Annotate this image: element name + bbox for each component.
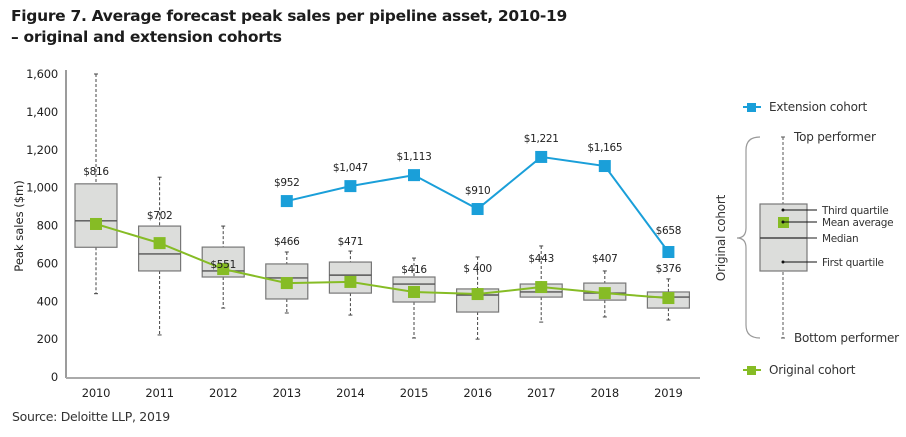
legend-extension-marker bbox=[747, 103, 756, 112]
extension-cohort-marker-2017 bbox=[535, 150, 548, 163]
extension-cohort-label: $1,047 bbox=[333, 162, 368, 174]
original-cohort-label: $443 bbox=[528, 253, 554, 265]
extension-cohort-label: $910 bbox=[465, 185, 491, 197]
extension-cohort-label: $1,165 bbox=[587, 142, 622, 154]
original-cohort-label: $816 bbox=[83, 166, 109, 178]
original-cohort-label: $376 bbox=[656, 263, 682, 275]
extension-cohort-marker-2018 bbox=[598, 160, 611, 173]
original-cohort-label: $ 400 bbox=[463, 263, 492, 275]
x-tick-label: 2016 bbox=[463, 386, 491, 400]
y-tick-label: 400 bbox=[37, 294, 58, 308]
original-cohort-marker-2019 bbox=[662, 292, 675, 305]
legend-q3-label: Third quartile bbox=[821, 205, 888, 217]
extension-cohort-marker-2013 bbox=[280, 195, 293, 208]
legend-original-label: Original cohort bbox=[769, 363, 856, 377]
y-tick-label: 0 bbox=[51, 370, 58, 384]
original-cohort-series bbox=[90, 217, 675, 305]
original-cohort-line bbox=[95, 223, 669, 300]
legend-extension-label: Extension cohort bbox=[769, 100, 868, 114]
original-cohort-marker-2016 bbox=[471, 288, 484, 301]
legend-mean-label: Mean average bbox=[822, 217, 893, 229]
original-cohort-label: $551 bbox=[210, 259, 236, 271]
legend-median-label: Median bbox=[822, 233, 858, 245]
x-tick-label: 2017 bbox=[527, 386, 555, 400]
x-tick-label: 2015 bbox=[400, 386, 428, 400]
original-cohort-marker-2010 bbox=[90, 217, 102, 230]
legend-box-key: Original cohort Top performer Third quar… bbox=[714, 130, 899, 345]
extension-cohort-label: $952 bbox=[274, 177, 300, 189]
legend-q1-label: First quartile bbox=[822, 257, 884, 269]
legend-extension-cohort[interactable]: Extension cohort bbox=[743, 100, 868, 114]
x-tick-label: 2011 bbox=[145, 386, 173, 400]
original-cohort-marker-2012 bbox=[217, 263, 230, 276]
y-tick-label: 1,000 bbox=[26, 181, 58, 195]
x-axis-ticks: 2010 2011 2012 2013 2014 2015 2016 2017 2018 2019 bbox=[82, 386, 683, 400]
extension-cohort-label: $1,221 bbox=[524, 133, 559, 145]
original-cohort-label: $471 bbox=[338, 236, 364, 248]
original-cohort-marker-2014 bbox=[344, 275, 357, 288]
original-cohort-marker-2017 bbox=[535, 281, 548, 294]
legend-brace bbox=[736, 136, 761, 339]
legend-original-cohort[interactable]: Original cohort bbox=[743, 363, 856, 377]
original-cohort-label: $416 bbox=[401, 264, 427, 276]
box-plot-2010 bbox=[74, 73, 118, 295]
extension-cohort-label: $1,113 bbox=[397, 151, 432, 163]
chart-title-line-2: – original and extension cohorts bbox=[11, 28, 282, 46]
x-tick-label: 2014 bbox=[336, 386, 364, 400]
extension-cohort-series bbox=[280, 150, 675, 259]
extension-cohort-marker-2015 bbox=[408, 169, 420, 182]
original-cohort-label: $702 bbox=[147, 210, 173, 222]
source-note: Source: Deloitte LLP, 2019 bbox=[12, 409, 170, 424]
original-cohort-marker-2011 bbox=[153, 237, 166, 250]
y-tick-label: 1,200 bbox=[26, 143, 58, 157]
extension-cohort-marker-2019 bbox=[662, 246, 675, 259]
legend-key-group-label: Original cohort bbox=[714, 194, 728, 281]
box-plots bbox=[74, 73, 691, 340]
original-cohort-label: $466 bbox=[274, 236, 300, 248]
iqr-box bbox=[74, 183, 118, 248]
y-tick-label: 1,400 bbox=[26, 105, 58, 119]
extension-cohort-marker-2014 bbox=[344, 180, 357, 193]
legend-original-marker bbox=[747, 366, 756, 375]
y-tick-label: 600 bbox=[37, 256, 58, 270]
y-axis-label: Peak sales ($m) bbox=[12, 180, 26, 271]
legend: Extension cohort Original cohort Top per… bbox=[714, 100, 899, 377]
y-tick-label: 1,600 bbox=[26, 67, 58, 81]
x-tick-label: 2019 bbox=[654, 386, 682, 400]
original-cohort-marker-2018 bbox=[598, 287, 611, 300]
box-plot-2016 bbox=[456, 256, 500, 340]
box-plot-2011 bbox=[138, 176, 182, 336]
legend-bottom-performer-label: Bottom performer bbox=[794, 331, 899, 345]
chart-title: Figure 7. Average forecast peak sales pe… bbox=[11, 6, 567, 48]
y-tick-label: 200 bbox=[37, 332, 58, 346]
original-cohort-marker-2013 bbox=[280, 277, 293, 290]
x-tick-label: 2018 bbox=[591, 386, 619, 400]
y-axis-ticks: 0 200 400 600 800 1,000 1,200 1,400 1,600 bbox=[26, 67, 58, 384]
original-cohort-marker-2015 bbox=[408, 285, 420, 298]
legend-top-performer-label: Top performer bbox=[793, 130, 876, 144]
chart-title-line-1: Figure 7. Average forecast peak sales pe… bbox=[11, 7, 567, 25]
original-cohort-label: $407 bbox=[592, 253, 618, 265]
data-labels: $816 $702 $551 $466 $471 $416 $ 400 $443 $407 $37… bbox=[83, 133, 682, 276]
x-tick-label: 2010 bbox=[82, 386, 110, 400]
extension-cohort-marker-2016 bbox=[471, 203, 484, 216]
y-tick-label: 800 bbox=[37, 219, 58, 233]
x-tick-label: 2012 bbox=[209, 386, 237, 400]
x-tick-label: 2013 bbox=[273, 386, 301, 400]
extension-cohort-label: $658 bbox=[656, 225, 682, 237]
